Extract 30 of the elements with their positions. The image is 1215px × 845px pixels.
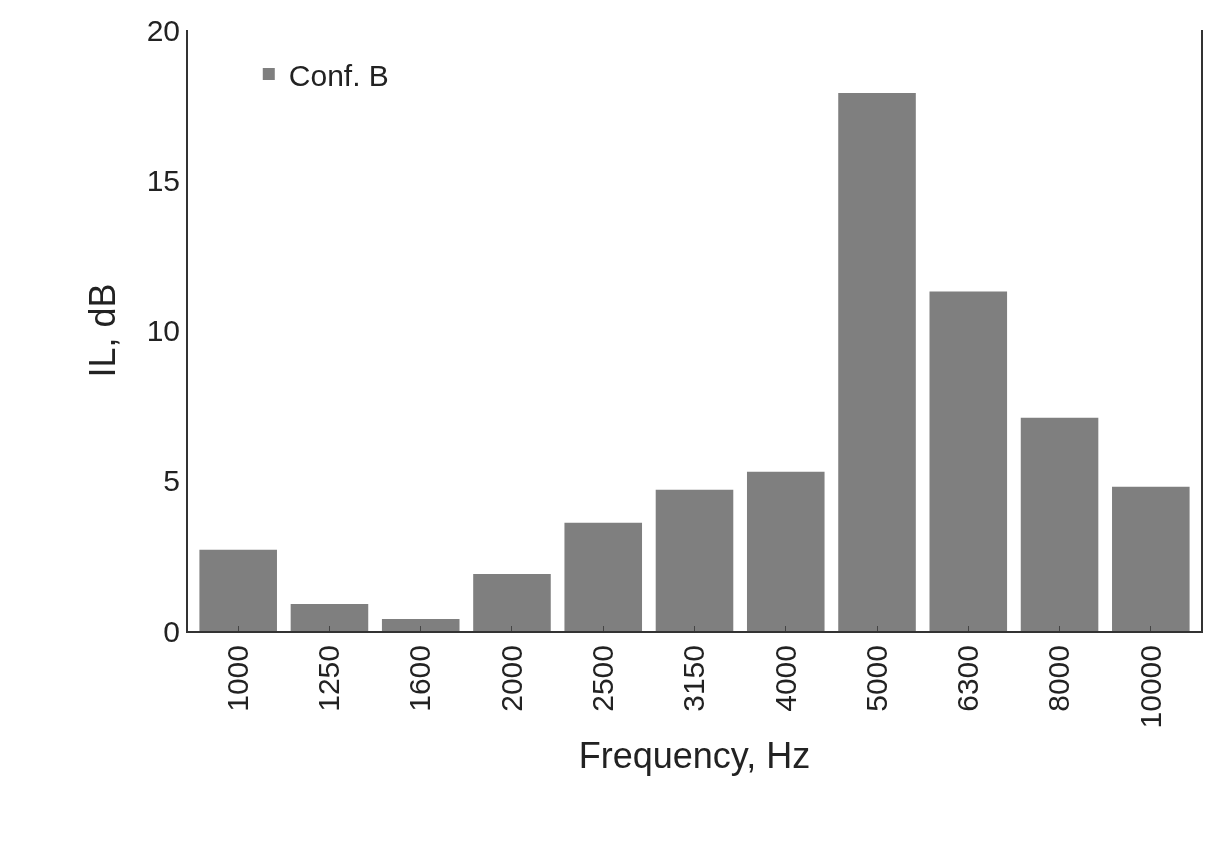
bar — [290, 603, 369, 631]
x-tick-label: 6300 — [951, 645, 985, 712]
y-tick-label: 10 — [146, 314, 180, 347]
x-tick-label: 2500 — [585, 645, 619, 712]
legend-label: Conf. B — [288, 58, 389, 92]
y-tick-label: 5 — [163, 464, 180, 498]
x-tick-label: 8000 — [1042, 645, 1076, 712]
x-tick-label: 2000 — [494, 645, 528, 712]
y-axis-title: IL, dB — [82, 283, 124, 378]
bar — [1112, 486, 1190, 631]
bar — [1020, 417, 1099, 631]
x-tick-label: 1000 — [220, 645, 254, 712]
y-tick-label: 20 — [146, 13, 180, 47]
x-tick-label: 10000 — [1133, 645, 1167, 729]
bar — [564, 522, 643, 631]
x-tick-label: 1600 — [403, 645, 437, 712]
bar — [838, 93, 916, 631]
bar — [381, 618, 460, 631]
x-axis-title: Frequency, Hz — [578, 734, 811, 776]
y-tick-label: 0 — [163, 614, 180, 648]
x-tick-label: 3150 — [677, 645, 711, 712]
y-tick-label: 15 — [146, 163, 180, 197]
x-tick-label: 5000 — [859, 645, 893, 712]
bar — [655, 489, 734, 631]
bar — [929, 291, 1008, 631]
bar — [199, 549, 277, 631]
x-tick-label: 4000 — [768, 645, 802, 712]
bar — [473, 573, 551, 631]
x-tick-label: 1250 — [312, 645, 346, 712]
bar — [746, 471, 825, 631]
